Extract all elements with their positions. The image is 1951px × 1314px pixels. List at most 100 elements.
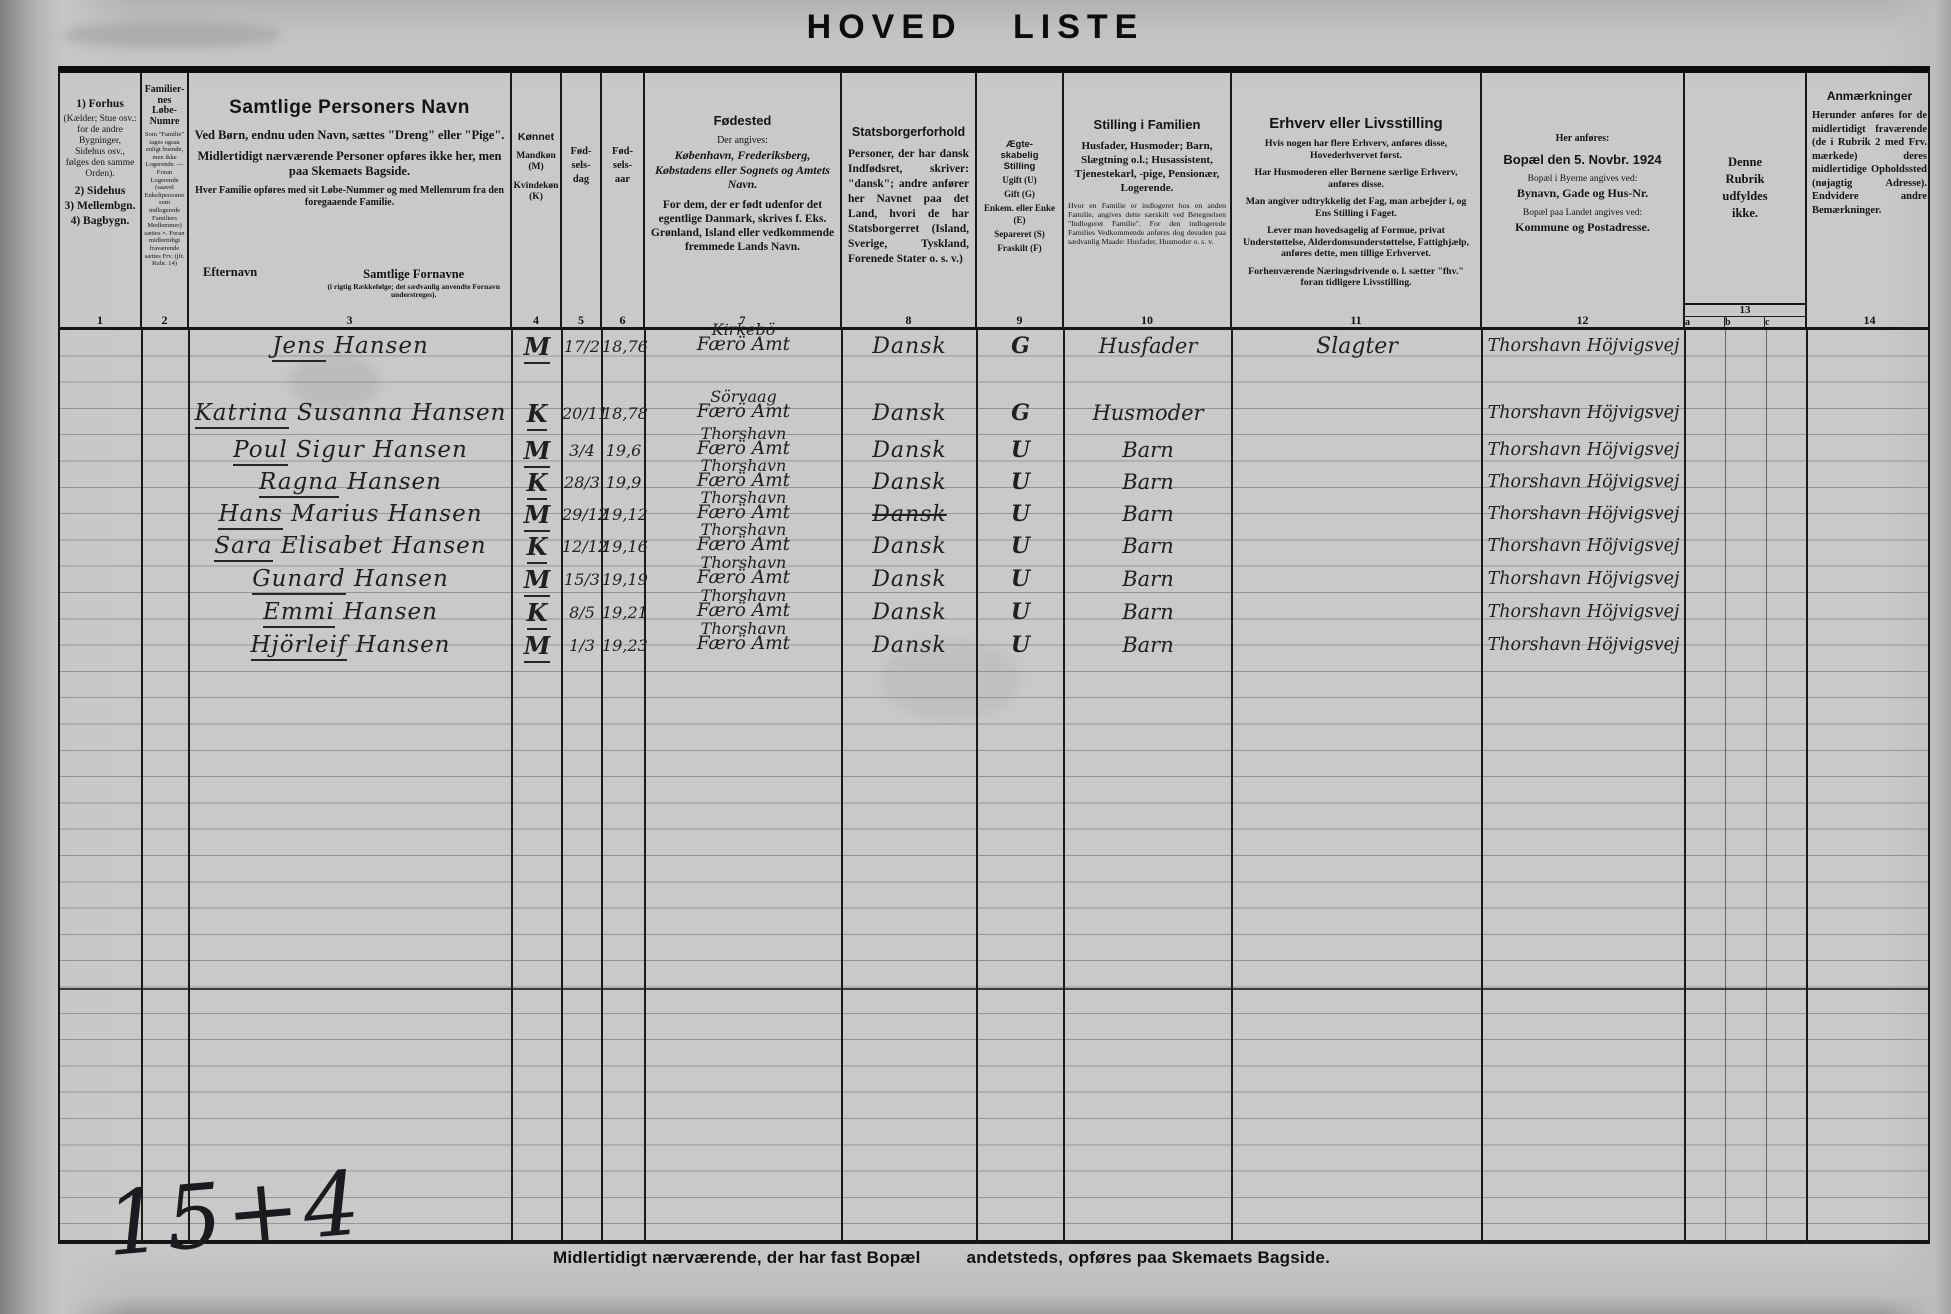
birthplace-town: Thorshavn [700,553,787,572]
cell-citizenship: Dansk [872,566,947,592]
header-line: dag [572,174,590,185]
cell-birth-year: 19,6 [605,440,642,460]
cell-name: Ragna Hansen [189,469,512,498]
cell-name: Sara Elisabet Hansen [189,533,512,562]
underlined-first-name: Gunard [252,566,346,595]
cell-residence: Thorshavn Höjvigsvej [1487,635,1680,655]
column-number-9: 9 [977,303,1064,328]
column-number-1: 1 [60,303,142,328]
cell-citizenship: Dansk [872,533,947,559]
column-separator [1231,330,1233,1244]
table-row: Gunard Hansen M 15/3 19,19 Thorshavn Færö… [60,555,1928,597]
column-header-erhverv: Erhverv eller Livsstilling Hvis nogen ha… [1232,73,1482,303]
cell-residence: Thorshavn Höjvigsvej [1487,336,1680,356]
column-number-3: 3 [189,303,512,328]
column-separator [1806,330,1808,1244]
subcolumn-a: a [1685,317,1725,328]
cell-birthplace: Thorshavn Færö Amt [645,426,842,458]
birthplace-town: Thorshavn [700,619,787,638]
subcolumn-c: c [1765,317,1770,328]
cell-family-position: Husmoder [1092,401,1204,425]
birthplace-amt: Færö Amt [696,633,791,654]
header-option: Separeret (S) [994,229,1045,239]
column-number-7: 7 [645,303,842,328]
cell-name: Katrina Susanna Hansen [189,400,512,429]
name-rest: Sigur Hansen [296,437,468,463]
birthplace-amt: Færö Amt [696,401,791,422]
header-line: Numre [149,115,180,127]
column-separator [644,330,646,1244]
birthplace-town: Thorshavn [700,456,787,475]
cell-marital-status: U [1010,632,1031,658]
tally-handwriting: 15+4 [102,1150,368,1277]
section-divider [60,988,1928,990]
cell-name: Emmi Hansen [189,599,512,628]
column-number-13: 13 a b c [1685,303,1807,328]
cell-birthplace: Thorshavn Færö Amt [645,522,842,554]
cell-family-position: Husfader [1098,334,1198,358]
cell-citizenship: Dansk [872,599,947,625]
column-title: Erhverv eller Livsstilling [1269,115,1443,132]
header-text: København, Frederiksberg, Købstadens ell… [655,148,830,191]
footer-note: Midlertidigt nærværende, der har fast Bo… [553,1248,1330,1268]
underlined-first-name: Poul [233,437,288,466]
header-line: 3) Mellembgn. [64,200,136,212]
cell-sex: M [512,564,562,597]
column-header-koennet: Kønnet Mandkøn (M) Kvindekøn (K) [512,73,562,303]
sex-letter: K [526,398,548,431]
cell-family-position: Barn [1122,567,1174,591]
birthplace-town: Sörvaag [710,387,777,406]
cell-birth-year: 19,12 [602,504,648,524]
cell-family-position: Barn [1122,600,1174,624]
cell-residence: Thorshavn Höjvigsvej [1487,602,1680,622]
cell-marital-status: U [1010,533,1031,559]
cell-birth-day: 29/12 [562,504,609,524]
underlined-first-name: Katrina [194,400,289,429]
cell-citizenship: Dansk [872,333,947,359]
birthplace-amt: Færö Amt [696,502,791,523]
column-separator [141,330,143,1244]
header-text: Bopæl paa Landet angives ved: [1522,208,1643,218]
header-text: Hver Familie opføres med sit Løbe-Nummer… [195,185,504,208]
column-number-13-label: 13 [1739,304,1751,316]
cell-name: Poul Sigur Hansen [189,437,512,466]
header-line: aar [614,174,631,185]
column-title: Stilling [1003,161,1036,172]
cell-marital-status: U [1010,566,1031,592]
header-line: Familier- [144,84,185,95]
cell-citizenship: Dansk [872,469,947,495]
column-header-foedselsdag: Fød- sels- dag [562,73,602,303]
column-title: Samtlige Personers Navn [229,97,470,118]
column-number-row: 1 2 3 4 5 6 7 8 9 10 11 12 13 a b c 14 [60,303,1928,330]
cell-sex: M [512,630,562,663]
cell-citizenship: Dansk [872,437,947,463]
cell-birth-day: 1/3 [569,635,595,655]
cell-marital-status: U [1010,501,1031,527]
column-title: Statsborgerforhold [851,125,966,139]
underlined-first-name: Jens [272,333,326,362]
column-number-2: 2 [142,303,189,328]
header-line: 2) Sidehus [74,185,126,197]
underlined-first-name: Hans [218,501,283,530]
header-note: (Kælder; Stue osv.: for de andre Bygning… [63,114,137,179]
column-separator [1684,330,1686,1244]
header-text: Forhenværende Næringsdrivende o. l. sætt… [1248,265,1464,289]
column-title: Denne Rubrik udfyldes ikke. [1722,155,1768,220]
column-number-8: 8 [842,303,977,328]
cell-birth-day: 12/12 [562,536,609,556]
table-row: Katrina Susanna Hansen K 20/11 18,78 Sör… [60,389,1928,431]
cell-birthplace: Thorshavn Færö Amt [645,588,842,620]
table-body: Jens Hansen M 17/2 18,76 Kirkebö Færö Amt… [60,322,1928,1244]
census-table: 1) Forhus (Kælder; Stue osv.: for de and… [58,66,1930,1244]
underlined-first-name: Ragna [259,469,339,498]
name-rest: Hansen [347,469,442,495]
cell-name: Jens Hansen [189,333,512,362]
cell-birthplace: Thorshavn Færö Amt [645,619,842,654]
table-row: Jens Hansen M 17/2 18,76 Kirkebö Færö Amt… [60,322,1928,364]
table-header-row: 1) Forhus (Kælder; Stue osv.: for de and… [60,73,1928,303]
cell-family-position: Barn [1122,502,1174,526]
column-title: Bopæl den 5. Novbr. 1924 [1503,152,1662,167]
column-header-bopael: Her anføres: Bopæl den 5. Novbr. 1924 Bo… [1482,73,1685,303]
cell-birth-year: 19,16 [602,536,648,556]
